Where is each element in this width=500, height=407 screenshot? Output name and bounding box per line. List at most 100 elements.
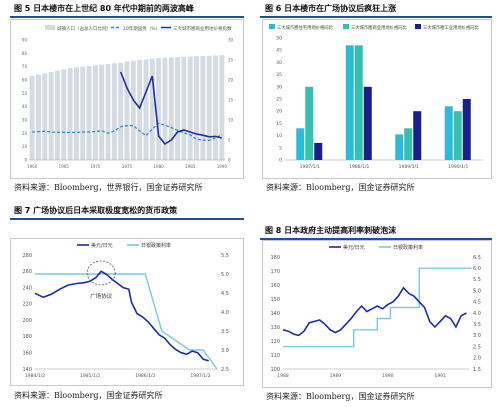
y-tick-left: 220 (22, 302, 32, 308)
y-tick: 20 (276, 109, 282, 115)
y-tick-right: 4.5 (221, 291, 229, 297)
legend-label: 美元/日元 (91, 242, 113, 249)
x-tick-label: 1975 (122, 164, 133, 169)
series-line-policy-rate (35, 273, 218, 370)
y-tick: 45 (276, 48, 282, 54)
x-tick-label: 1986/1/2 (135, 373, 155, 379)
figure-7-source: 资料来源：Bloomberg，国金证券研究所 (14, 391, 163, 400)
y-tick-left: 260 (22, 269, 32, 275)
figure-6-chart: 三大城市圈住宅用地价格同比 三大城市圈商业用地价格同比 三大城市圈工业用地价格同比 0… (269, 24, 483, 170)
y-tick: 0 (279, 158, 282, 164)
bar-1 (404, 128, 413, 160)
x-tick-label: 1960 (27, 164, 38, 169)
figure-5-source: 资料来源：Bloomberg，世界银行，国金证券研究所 (14, 183, 203, 192)
y-tick: 50 (276, 36, 282, 42)
y-tick-left: 160 (270, 283, 280, 289)
legend-label: 10年期国债（%） (123, 25, 160, 32)
legend-label: 三大城市圈商业用地价格同比 (351, 24, 408, 31)
y-tick-right: 3.5 (473, 322, 481, 328)
x-tick-label: 1989 (330, 373, 342, 379)
y-tick-right: 2.5 (473, 344, 481, 350)
series-line-usdjpy (282, 286, 467, 337)
x-tick-label: 1965 (59, 164, 70, 169)
y-tick-right: 2.5 (221, 367, 229, 373)
bar-urban-pop (67, 68, 73, 160)
y-tick-right: 4.5 (473, 300, 481, 306)
y-tick-left: 60 (22, 78, 28, 83)
figure-8-title-rule (260, 238, 492, 240)
y-tick-left: 140 (22, 367, 32, 373)
figure-5-chart-frame: 城镇人口（占总人口比例） 10年期国债（%） 三大城市圈商业用地价格指数 0 10 20 3… (10, 19, 244, 179)
figure-7-title-rule (10, 218, 244, 220)
bar-urban-pop (143, 59, 149, 161)
bar-0 (296, 128, 305, 160)
y-tick: 10 (276, 133, 282, 139)
y-tick-left: 170 (270, 269, 280, 275)
y-tick-left: 280 (22, 253, 32, 259)
y-tick-right: 10 (228, 118, 234, 123)
y-tick-right: 6.5 (473, 255, 481, 261)
bar-urban-pop (111, 63, 117, 161)
figure-6-title: 图 6 日本楼市在广场协议后疯狂上涨 (265, 4, 397, 13)
x-tick-label: 1984/1/2 (25, 373, 45, 379)
bar-urban-pop (162, 57, 168, 160)
y-tick-right: 15 (228, 98, 234, 103)
y-tick: 25 (276, 97, 282, 103)
y-tick-left: 70 (22, 64, 28, 69)
bar-urban-pop (118, 62, 124, 160)
y-tick-right: 4.0 (473, 311, 481, 317)
bar-urban-pop (29, 76, 35, 160)
y-tick-right: 3.5 (221, 329, 229, 335)
legend-swatch-2 (415, 24, 421, 29)
y-tick-left: 80 (22, 51, 28, 56)
x-tick-label: 1987/1/2 (190, 373, 210, 379)
x-tick-label: 1990 (217, 164, 228, 169)
legend-swatch-0 (269, 24, 275, 29)
y-tick-right: 25 (228, 58, 234, 63)
y-tick-left: 0 (24, 158, 27, 163)
bar-2 (363, 86, 372, 160)
y-tick-left: 50 (22, 91, 28, 96)
x-tick-label: 1988/1/1 (349, 164, 369, 170)
y-tick-right: 5.0 (473, 288, 481, 294)
bar-1 (354, 45, 363, 160)
series-line-usdjpy (34, 270, 209, 362)
x-tick-label: 1970 (90, 164, 101, 169)
figure-5-title: 图 5 日本楼市在上世纪 80 年代中期前的两波高峰 (14, 4, 194, 13)
y-tick-right: 6.0 (473, 266, 481, 272)
series-line-policy-rate (283, 267, 472, 348)
x-tick-label: 1988 (277, 373, 289, 379)
y-tick: 15 (276, 121, 282, 127)
bar-urban-pop (187, 56, 193, 160)
annotation-circle (86, 260, 116, 286)
bar-1 (453, 111, 462, 160)
y-tick-left: 120 (270, 339, 280, 345)
bar-urban-pop (105, 64, 111, 160)
bar-1 (305, 86, 314, 160)
series-line-land-index (119, 71, 222, 146)
legend-label: 三大城市圈住宅用地价格同比 (277, 24, 334, 31)
y-tick-left: 140 (270, 311, 280, 317)
bar-0 (395, 134, 404, 160)
bar-urban-pop (54, 70, 60, 160)
y-tick-left: 240 (22, 285, 32, 291)
figure-7-title: 图 7 广场协议后日本采取极度宽松的货币政策 (14, 206, 178, 215)
x-tick-label: 1991 (434, 373, 446, 379)
y-tick: 40 (276, 60, 282, 66)
bar-urban-pop (130, 60, 136, 160)
annotation-label: 广场协议 (90, 292, 113, 300)
x-tick-label: 1987/1/1 (300, 164, 320, 170)
bar-urban-pop (213, 55, 218, 160)
y-tick-right: 30 (228, 38, 234, 43)
bar-urban-pop (149, 58, 155, 160)
bar-urban-pop (42, 73, 48, 160)
bar-2 (462, 99, 471, 160)
figure-6-chart-frame: 三大城市圈住宅用地价格同比 三大城市圈商业用地价格同比 三大城市圈工业用地价格同比 0… (262, 19, 492, 179)
bar-urban-pop (156, 58, 162, 160)
bar-urban-pop (99, 64, 105, 160)
y-tick-left: 20 (22, 131, 28, 136)
y-tick-left: 160 (22, 351, 32, 357)
bar-urban-pop (36, 74, 41, 160)
bar-urban-pop (200, 56, 206, 160)
figure-8-chart-frame: 美元/日元 日银政策利率 100 110 120 130 140 150 160 170 180 1.… (262, 240, 492, 388)
